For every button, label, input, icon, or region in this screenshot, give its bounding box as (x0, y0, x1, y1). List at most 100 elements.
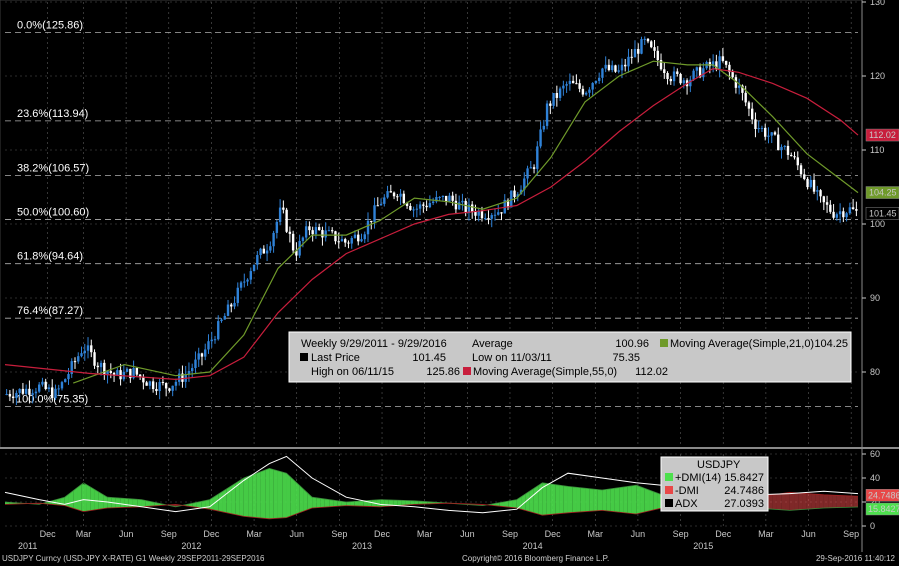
x-year-label: 2015 (693, 541, 713, 551)
candle-body (155, 388, 158, 392)
dmi-fill-segment (606, 488, 611, 512)
candle-body (389, 191, 393, 193)
candle-body (135, 368, 139, 375)
candle-body (633, 48, 637, 58)
candle-body (568, 80, 572, 85)
dmi-fill-segment (627, 485, 632, 514)
x-tick-label: Dec (203, 529, 220, 539)
candle-body (819, 190, 822, 197)
candle-body (21, 388, 25, 394)
dmi-fill-segment (580, 487, 586, 512)
dmi-fill-segment (286, 473, 291, 518)
dmi-fill-segment (265, 468, 270, 519)
dmi-fill-segment (614, 487, 620, 513)
candle-body (54, 388, 57, 399)
dmi-fill-segment (346, 501, 351, 506)
candle-body (148, 381, 152, 386)
dmi-fill-segment (222, 488, 227, 513)
candle-body (60, 382, 64, 389)
candle-body (418, 204, 422, 209)
dmi-fill-segment (593, 489, 598, 511)
candle-body (103, 362, 106, 375)
candle-body (640, 39, 643, 54)
candle-body (360, 239, 363, 242)
candle-body (656, 50, 659, 61)
dmi-fill-segment (213, 494, 219, 511)
candle-body (314, 227, 318, 235)
candle-body (422, 204, 425, 206)
dmi-legend-box (660, 456, 769, 512)
candle-body (161, 382, 165, 384)
candle-body (379, 203, 383, 206)
dmi-fill-segment (124, 498, 129, 508)
candle-body (536, 146, 539, 169)
x-year-label: 2012 (181, 541, 201, 551)
candle-body (112, 372, 116, 375)
candle-body (243, 281, 246, 283)
candle-body (812, 179, 816, 192)
candle-body (256, 255, 259, 265)
candle-body (412, 209, 415, 211)
candle-body (90, 345, 93, 353)
candle-body (695, 67, 699, 71)
dmi-marker-label: 15.8427 (868, 504, 899, 514)
dmi-fill-segment (789, 492, 795, 511)
candle-body (855, 209, 858, 211)
dmi-fill-segment (414, 500, 419, 505)
dmi-fill-segment (324, 499, 330, 508)
candle-body (728, 64, 731, 73)
dmi-fill-segment (312, 497, 317, 508)
candle-body (591, 83, 594, 90)
candle-body (44, 381, 47, 390)
dmi-fill-segment (422, 501, 428, 505)
candle-body (272, 232, 275, 247)
dmi-legend-swatch (665, 473, 673, 481)
dmi-fill-segment (81, 484, 87, 512)
candle-body (594, 80, 598, 84)
candle-body (99, 362, 103, 368)
x-tick-label: Sep (502, 529, 518, 539)
x-tick-label: Dec (374, 529, 391, 539)
candle-body (555, 93, 559, 98)
price-marker-label: 101.45 (869, 208, 897, 218)
candle-body (31, 393, 34, 395)
candle-body (197, 353, 200, 360)
candle-body (698, 67, 702, 78)
x-tick-label: Jun (119, 529, 134, 539)
candle-body (692, 70, 695, 80)
candle-body (142, 376, 145, 383)
dmi-fill-segment (384, 499, 389, 507)
dmi-fill-segment (806, 493, 812, 510)
dmi-fill-segment (418, 501, 423, 505)
candle-body (181, 373, 184, 382)
dmi-fill-segment (559, 485, 564, 514)
dmi-fill-segment (303, 489, 308, 512)
dmi-marker (865, 489, 899, 502)
dmi-fill-segment (333, 500, 338, 507)
candle-body (334, 231, 337, 242)
legend-low-label: Low on 11/03/11 (472, 352, 552, 364)
fib-level-label: 61.8%(94.64) (17, 251, 83, 263)
candle-body (734, 77, 738, 88)
candle-body (721, 56, 725, 61)
x-tick-label: Dec (715, 529, 732, 539)
dmi-y-tick-label: 20 (870, 497, 880, 507)
candle-body (285, 209, 288, 232)
x-year-label: 2013 (352, 541, 372, 551)
candle-body (145, 382, 148, 386)
dmi-fill-segment (252, 473, 257, 518)
candle-body (754, 119, 757, 130)
dmi-marker (865, 502, 899, 516)
candle-body (607, 64, 611, 71)
candle-body (506, 199, 510, 208)
footer-timestamp: 29-Sep-2016 11:40:12 (815, 554, 895, 563)
dmi-fill-segment (94, 489, 99, 510)
dmi-fill-segment (299, 485, 304, 513)
candle-body (96, 365, 99, 368)
dmi-fill-segment (277, 470, 283, 519)
candle-body (457, 202, 461, 210)
candle-body (344, 239, 347, 243)
dmi-fill-segment (529, 488, 534, 513)
